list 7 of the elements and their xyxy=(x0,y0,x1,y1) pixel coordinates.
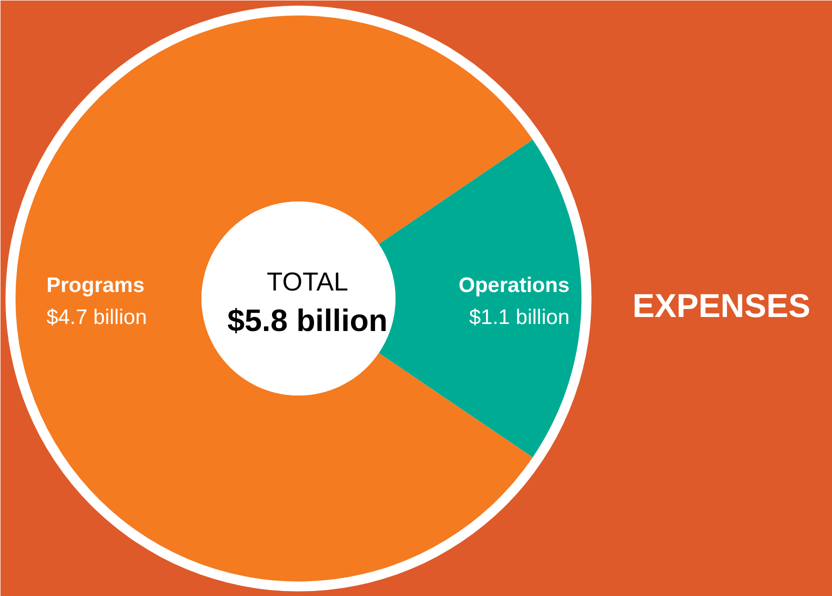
data-label: $4.7 billion xyxy=(46,306,147,329)
slice-label: Programs xyxy=(46,274,145,297)
text: $5.8 billion xyxy=(227,303,388,338)
slice-label: Operations xyxy=(458,274,570,297)
data-label: $1.1 billion xyxy=(469,306,570,329)
text: TOTAL xyxy=(266,266,348,296)
text: EXPENSES xyxy=(632,287,810,324)
